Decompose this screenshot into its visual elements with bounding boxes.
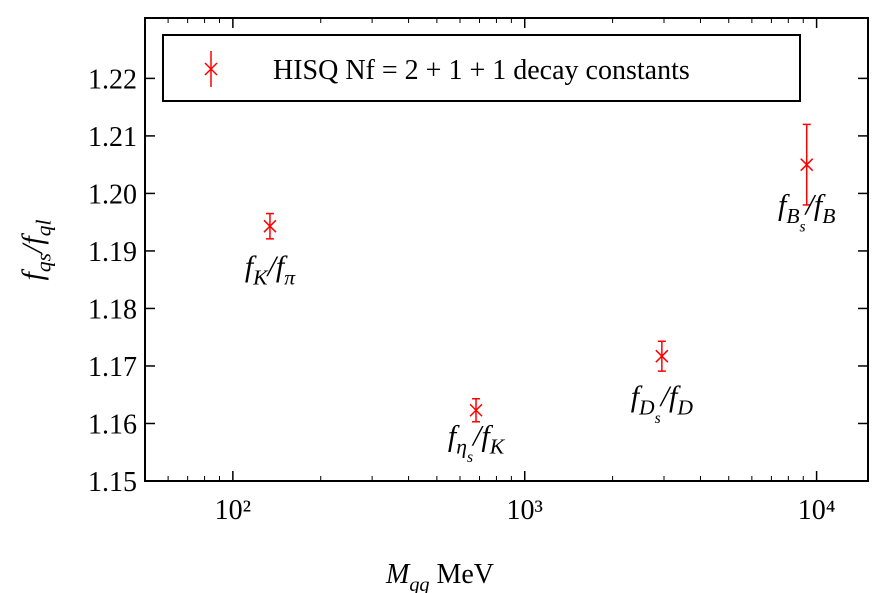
- y-tick-label: 1.17: [88, 352, 137, 383]
- text-part: /f: [266, 250, 288, 283]
- text-part: π: [284, 266, 296, 290]
- y-tick-label: 1.20: [88, 179, 137, 210]
- y-tick-label: 1.19: [88, 237, 137, 268]
- text-part: /f: [471, 419, 493, 452]
- text-part: /f: [804, 189, 826, 222]
- x-tick-label: 10³: [507, 495, 543, 526]
- text-part: K: [489, 435, 506, 459]
- marker: [800, 158, 814, 172]
- text-part: s: [800, 218, 806, 235]
- y-tick-label: 1.22: [88, 64, 137, 95]
- text-part: s: [655, 410, 661, 427]
- plot-frame: [144, 17, 869, 482]
- y-tick-label: 1.18: [88, 294, 137, 325]
- text-part: MeV: [429, 559, 494, 590]
- marker: [655, 349, 669, 363]
- legend-marker: [204, 62, 218, 76]
- legend-label: HISQ Nf = 2 + 1 + 1 decay constants: [273, 55, 690, 86]
- text-part: D: [676, 396, 693, 420]
- annotation: fBs/fB: [778, 189, 835, 236]
- y-tick-label: 1.21: [88, 122, 137, 153]
- text-part: qq: [409, 574, 429, 593]
- y-tick-label: 1.15: [88, 467, 137, 498]
- marker: [263, 219, 277, 233]
- text-part: qs: [31, 253, 55, 272]
- x-tick-label: 10²: [215, 495, 251, 526]
- text-part: ql: [31, 219, 55, 236]
- text-part: D: [638, 396, 655, 420]
- text-part: /f: [16, 233, 49, 255]
- text-part: s: [467, 449, 473, 466]
- text-part: η: [456, 435, 467, 459]
- y-tick-label: 1.16: [88, 409, 137, 440]
- text-part: B: [822, 204, 835, 228]
- annotation: fK/fπ: [245, 250, 296, 289]
- text-part: /f: [659, 380, 681, 413]
- text-part: K: [252, 266, 269, 290]
- text-part: M: [385, 559, 411, 590]
- annotation: fDs/fD: [631, 380, 694, 427]
- y-axis-label: fqs/fql: [16, 219, 55, 280]
- x-axis-label: Mqq MeV: [385, 559, 494, 593]
- annotation: fηs/fK: [448, 419, 506, 466]
- legend-box: [162, 34, 801, 102]
- x-tick-label: 10⁴: [798, 495, 836, 526]
- text-part: B: [786, 204, 799, 228]
- marker: [469, 403, 483, 417]
